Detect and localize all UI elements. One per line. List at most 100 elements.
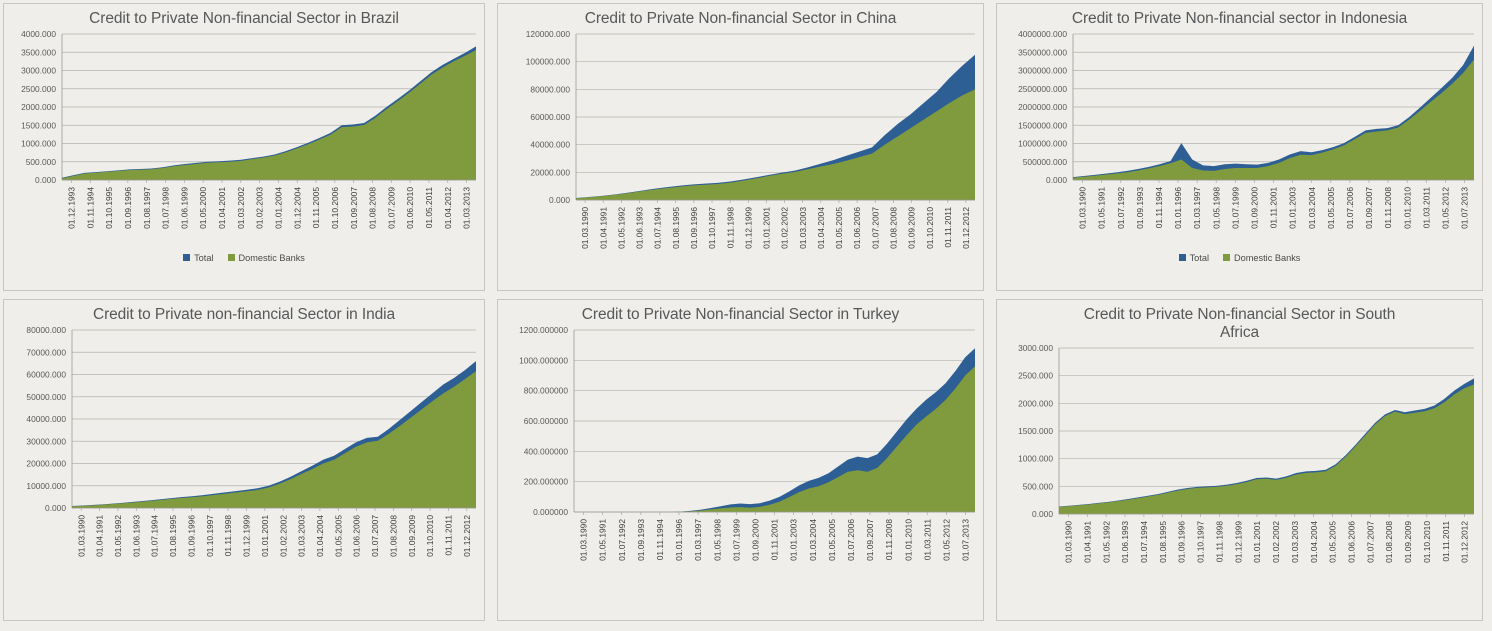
x-axis-tick-label: 01.11.2011	[444, 515, 454, 556]
x-axis-tick-label: 01.09.1996	[1177, 521, 1187, 563]
legend-label: Total	[194, 252, 214, 263]
y-axis-tick-label: 0.000000	[533, 507, 568, 517]
x-axis-tick-label: 01.08.1997	[142, 187, 152, 229]
x-axis-tick-label: 01.05.2005	[834, 207, 844, 249]
chart-card-india[interactable]: Credit to Private non-financial Sector i…	[3, 299, 485, 621]
legend-item-total[interactable]: Total	[1178, 253, 1209, 263]
x-axis-tick-label: 01.07.2006	[846, 519, 856, 561]
x-axis-tick-label: 01.01.2004	[274, 187, 284, 229]
x-axis-tick-label: 01.01.2001	[1252, 521, 1262, 563]
legend-swatch-icon	[183, 254, 191, 262]
series-area-domestic-banks	[1059, 384, 1474, 514]
x-axis-tick-label: 01.07.2007	[1365, 521, 1375, 563]
x-axis-tick-label: 01.07.2013	[961, 519, 971, 561]
chart-card-china[interactable]: Credit to Private Non-financial Sector i…	[497, 3, 984, 291]
x-axis-tick-label: 01.11.1998	[223, 515, 233, 557]
x-axis-tick-label: 01.10.2010	[925, 207, 935, 249]
x-axis-tick-label: 01.01.1996	[1173, 187, 1183, 229]
x-axis-tick-label: 01.03.1997	[1192, 187, 1202, 229]
y-axis-tick-label: 400.000000	[524, 446, 569, 456]
x-axis-tick-label: 01.06.1993	[635, 207, 645, 249]
x-axis-tick-label: 01.11.1994	[85, 187, 95, 229]
x-axis-tick-label: 01.04.2004	[315, 515, 325, 557]
x-axis-tick-label: 01.07.1992	[617, 519, 627, 561]
legend-item-domestic-banks[interactable]: Domestic Banks	[227, 253, 305, 263]
x-axis-tick-label: 01.01.2001	[762, 207, 772, 249]
y-axis-tick-label: 3500.000	[21, 47, 56, 57]
x-axis-tick-label: 01.12.2012	[462, 515, 472, 557]
x-axis-tick-label: 01.10.2006	[330, 187, 340, 229]
y-axis-tick-label: 0.000	[45, 503, 66, 513]
legend-item-domestic-banks[interactable]: Domestic Banks	[1223, 253, 1300, 263]
legend-item-total[interactable]: Total	[183, 252, 214, 263]
x-axis-tick-label: 01.07.2007	[870, 207, 880, 249]
chart-card-brazil[interactable]: Credit to Private Non-financial Sector i…	[3, 3, 485, 291]
x-axis-tick-label: 01.03.2004	[1307, 187, 1317, 229]
x-axis-tick-label: 01.11.1994	[1154, 187, 1164, 229]
chart-title-line: Credit to Private Non-financial Sector i…	[1083, 306, 1396, 323]
chart-title: Credit to Private non-financial Sector i…	[4, 300, 484, 324]
x-axis-tick-label: 01.09.1996	[186, 515, 196, 557]
series-area-domestic-banks	[1073, 59, 1474, 180]
x-axis-tick-label: 01.04.1991	[95, 515, 105, 557]
x-axis-tick-label: 01.06.2010	[405, 187, 415, 229]
x-axis-tick-label: 01.06.1993	[131, 515, 141, 557]
x-axis-tick-label: 01.05.2005	[333, 515, 343, 557]
plot-area-turkey: 0.000000 200.000000 400.000000 600.000000 80…	[498, 324, 983, 598]
x-axis-tick-label: 01.12.2004	[292, 187, 302, 229]
y-axis-tick-label: 1500.000	[1018, 426, 1053, 436]
chart-title: Credit to Private Non-financial Sector i…	[4, 4, 484, 28]
x-axis-tick-label: 01.09.2009	[407, 515, 417, 557]
x-axis-tick-label: 01.12.1999	[743, 207, 753, 249]
x-axis-tick-label: 01.09.1996	[689, 207, 699, 249]
y-axis-tick-label: 500000.000	[1023, 157, 1068, 167]
legend-swatch-icon	[1223, 254, 1230, 262]
y-axis-tick-label: 3000.000	[1018, 343, 1053, 353]
y-axis-tick-label: 2000.000	[1018, 398, 1053, 408]
x-axis-tick-label: 01.03.1997	[693, 519, 703, 561]
y-axis-tick-label: 40000.000	[26, 414, 66, 424]
x-axis-tick-label: 01.02.2002	[780, 207, 790, 249]
y-axis-tick-label: 3000000.000	[1018, 65, 1067, 75]
x-axis-tick-label: 01.02.2002	[1271, 521, 1281, 563]
chart-title-line: Credit to Private non-financial Sector i…	[92, 306, 396, 323]
x-axis-tick-label: 01.04.1991	[1082, 521, 1092, 563]
x-axis-tick-label: 01.06.2006	[1346, 521, 1356, 563]
chart-card-indonesia[interactable]: Credit to Private Non-financial sector i…	[996, 3, 1483, 291]
x-axis-tick-label: 01.05.1992	[1101, 521, 1111, 563]
x-axis-tick-label: 01.06.1993	[1120, 521, 1130, 563]
chart-legend[interactable]: Total Domestic Banks	[4, 253, 484, 263]
x-axis-tick-label: 01.07.2013	[1460, 187, 1470, 229]
x-axis-tick-label: 01.05.2005	[1328, 521, 1338, 563]
x-axis-tick-label: 01.03.2003	[798, 207, 808, 249]
x-axis-tick-label: 01.11.1998	[1214, 521, 1224, 563]
x-axis-tick-label: 01.07.2006	[1345, 187, 1355, 229]
x-axis-tick-label: 01.08.2008	[388, 515, 398, 557]
x-axis-tick-label: 01.03.1990	[580, 207, 590, 249]
x-axis-tick-label: 01.08.2008	[888, 207, 898, 249]
chart-card-southafrica[interactable]: Credit to Private Non-financial Sector i…	[996, 299, 1483, 621]
series-area-domestic-banks	[576, 89, 975, 200]
plot-area-india: 0.000 10000.000 20000.000 30000.000 40000.00…	[4, 324, 484, 594]
plot-area-indonesia: 0.000 500000.000 1000000.000 1500000.000 200…	[997, 28, 1482, 252]
y-axis-tick-label: 4000000.000	[1018, 29, 1067, 39]
legend-swatch-icon	[1178, 254, 1186, 262]
y-axis-tick-label: 0.000	[35, 175, 56, 185]
x-axis-tick-label: 01.10.2010	[1422, 521, 1432, 563]
x-axis-tick-label: 01.10.1997	[205, 515, 215, 557]
plot-area-southafrica: 0.000 500.000 1000.000 1500.000 2000.000 2500…	[997, 342, 1482, 602]
x-axis-tick-label: 01.08.2008	[368, 187, 378, 229]
x-axis-tick-label: 01.05.2012	[941, 519, 951, 561]
chart-card-turkey[interactable]: Credit to Private Non-financial Sector i…	[497, 299, 984, 621]
x-axis-tick-label: 01.03.2002	[236, 187, 246, 229]
x-axis-tick-label: 01.05.1998	[712, 519, 722, 561]
chart-legend[interactable]: Total Domestic Banks	[997, 253, 1482, 263]
x-axis-tick-label: 01.05.1992	[616, 207, 626, 249]
y-axis-tick-label: 2500000.000	[1018, 84, 1067, 94]
x-axis-tick-label: 01.08.2008	[1384, 521, 1394, 563]
x-axis-tick-label: 01.11.1994	[655, 519, 665, 561]
chart-title-line: Credit to Private Non-financial sector i…	[1071, 10, 1408, 27]
x-axis-tick-label: 01.03.2003	[1290, 521, 1300, 563]
y-axis-tick-label: 70000.000	[26, 347, 66, 357]
y-axis-tick-label: 0.000	[549, 195, 570, 205]
